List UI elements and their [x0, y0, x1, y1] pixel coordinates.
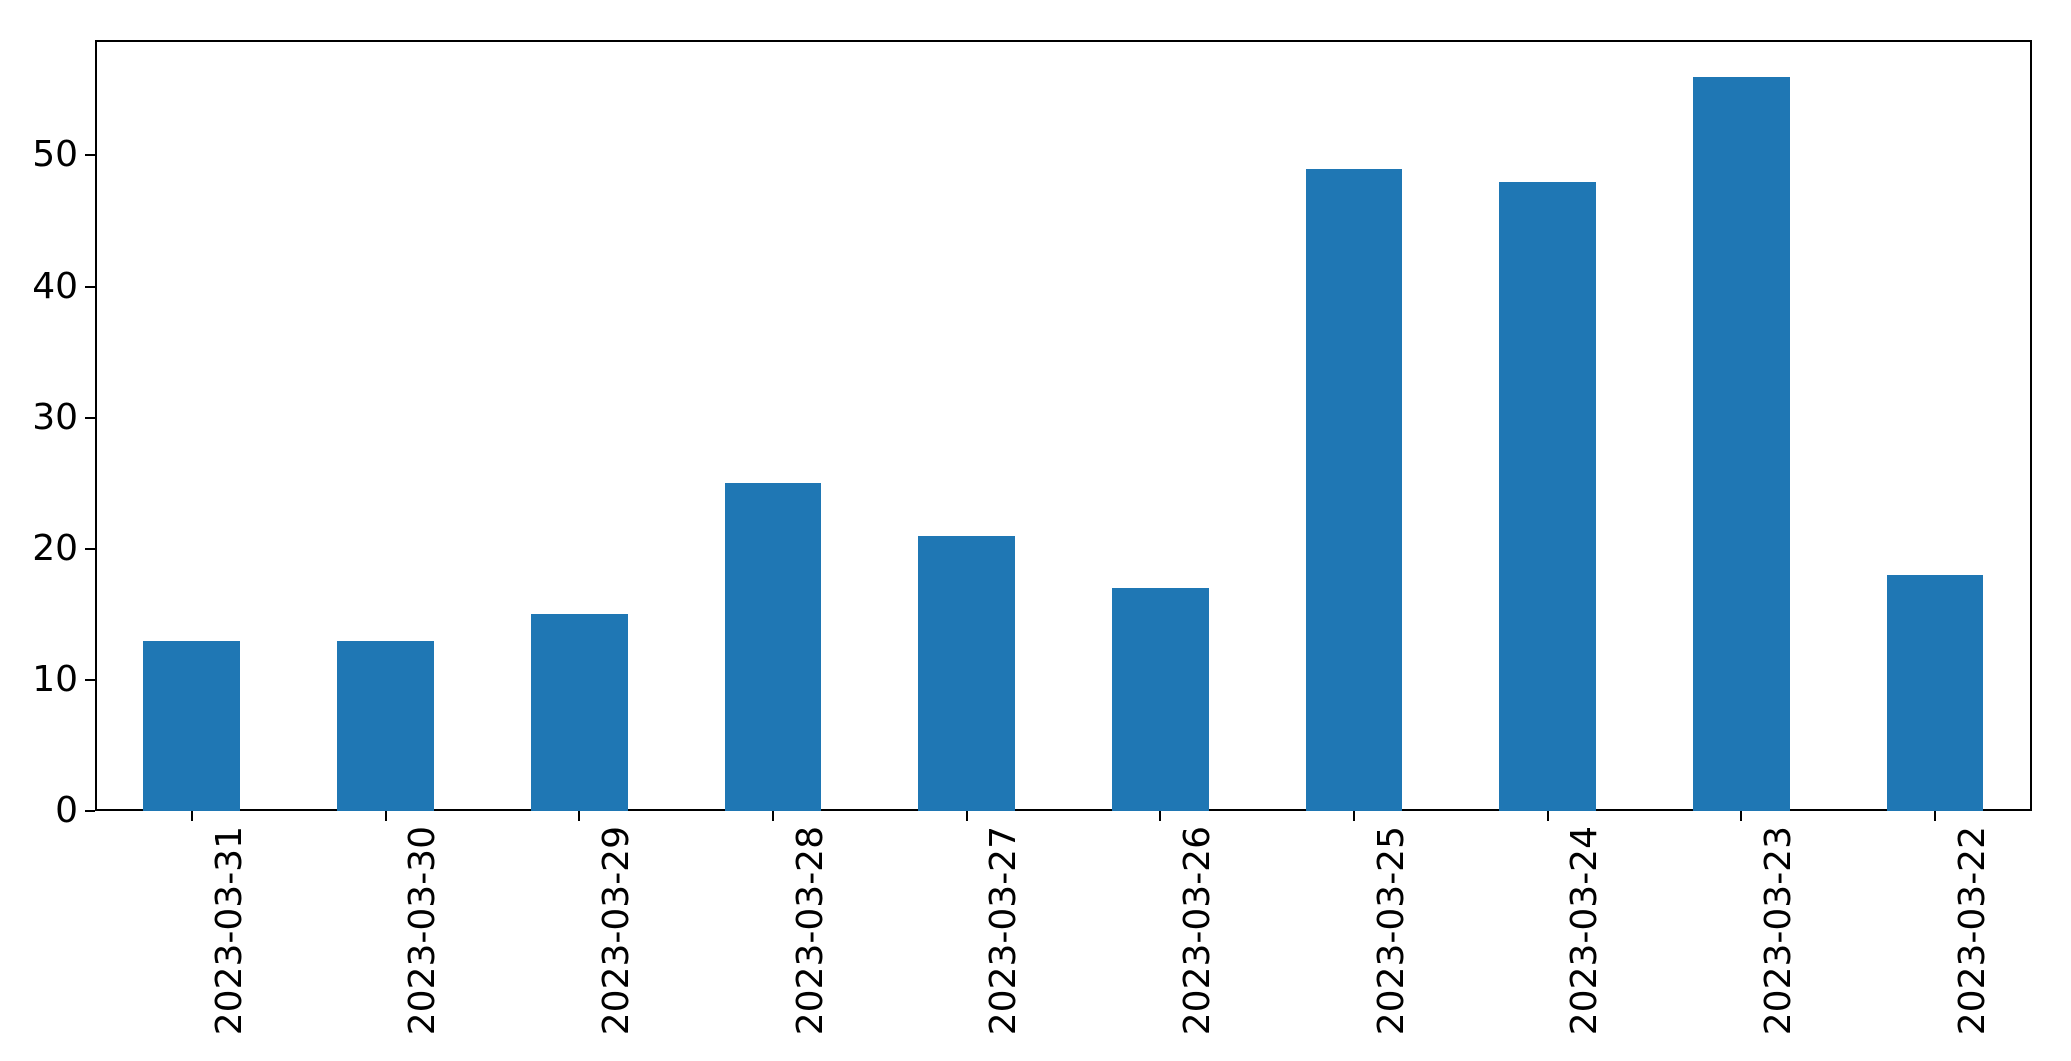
x-tick-mark: [578, 811, 581, 821]
x-tick-label: 2023-03-24: [1564, 826, 1606, 1036]
y-tick-label: 0: [55, 790, 78, 831]
x-tick-label: 2023-03-27: [983, 826, 1025, 1036]
bar-2023-03-22: [1886, 575, 1984, 811]
x-tick-label: 2023-03-31: [208, 826, 250, 1036]
y-tick-label: 20: [32, 527, 78, 569]
y-tick-mark: [85, 416, 95, 419]
bar-2023-03-31: [143, 640, 241, 811]
y-tick-label: 10: [32, 658, 78, 700]
x-tick-label: 2023-03-28: [789, 826, 831, 1036]
bar-2023-03-29: [530, 614, 628, 811]
bar-2023-03-23: [1693, 76, 1790, 811]
y-tick-label: 50: [32, 134, 78, 176]
x-tick-mark: [1740, 811, 1743, 821]
bar-2023-03-24: [1499, 181, 1597, 811]
y-tick-mark: [85, 678, 95, 681]
y-tick-label: 30: [32, 396, 78, 438]
x-tick-mark: [190, 811, 193, 821]
x-tick-label: 2023-03-25: [1371, 826, 1412, 1036]
y-tick-mark: [85, 547, 95, 550]
y-tick-label: 40: [32, 265, 78, 307]
x-tick-label: 2023-03-29: [596, 826, 638, 1036]
x-tick-mark: [771, 811, 774, 821]
bar-2023-03-28: [724, 483, 822, 811]
bar-2023-03-26: [1111, 588, 1209, 811]
x-tick-mark: [1159, 811, 1162, 821]
x-tick-label: 2023-03-26: [1177, 826, 1219, 1036]
x-tick-label: 2023-03-22: [1952, 826, 1994, 1036]
bar-2023-03-25: [1305, 168, 1403, 811]
x-tick-label: 2023-03-30: [402, 826, 444, 1036]
x-tick-mark: [965, 811, 968, 821]
x-tick-mark: [384, 811, 387, 821]
y-tick-mark: [85, 810, 95, 812]
x-tick-label: 2023-03-23: [1758, 826, 1800, 1036]
y-tick-mark: [85, 154, 95, 157]
x-tick-mark: [1546, 811, 1549, 821]
x-tick-mark: [1934, 811, 1937, 821]
y-tick-mark: [85, 285, 95, 288]
bar-2023-03-27: [918, 535, 1015, 811]
bar-2023-03-30: [337, 640, 434, 811]
x-tick-mark: [1353, 811, 1355, 821]
